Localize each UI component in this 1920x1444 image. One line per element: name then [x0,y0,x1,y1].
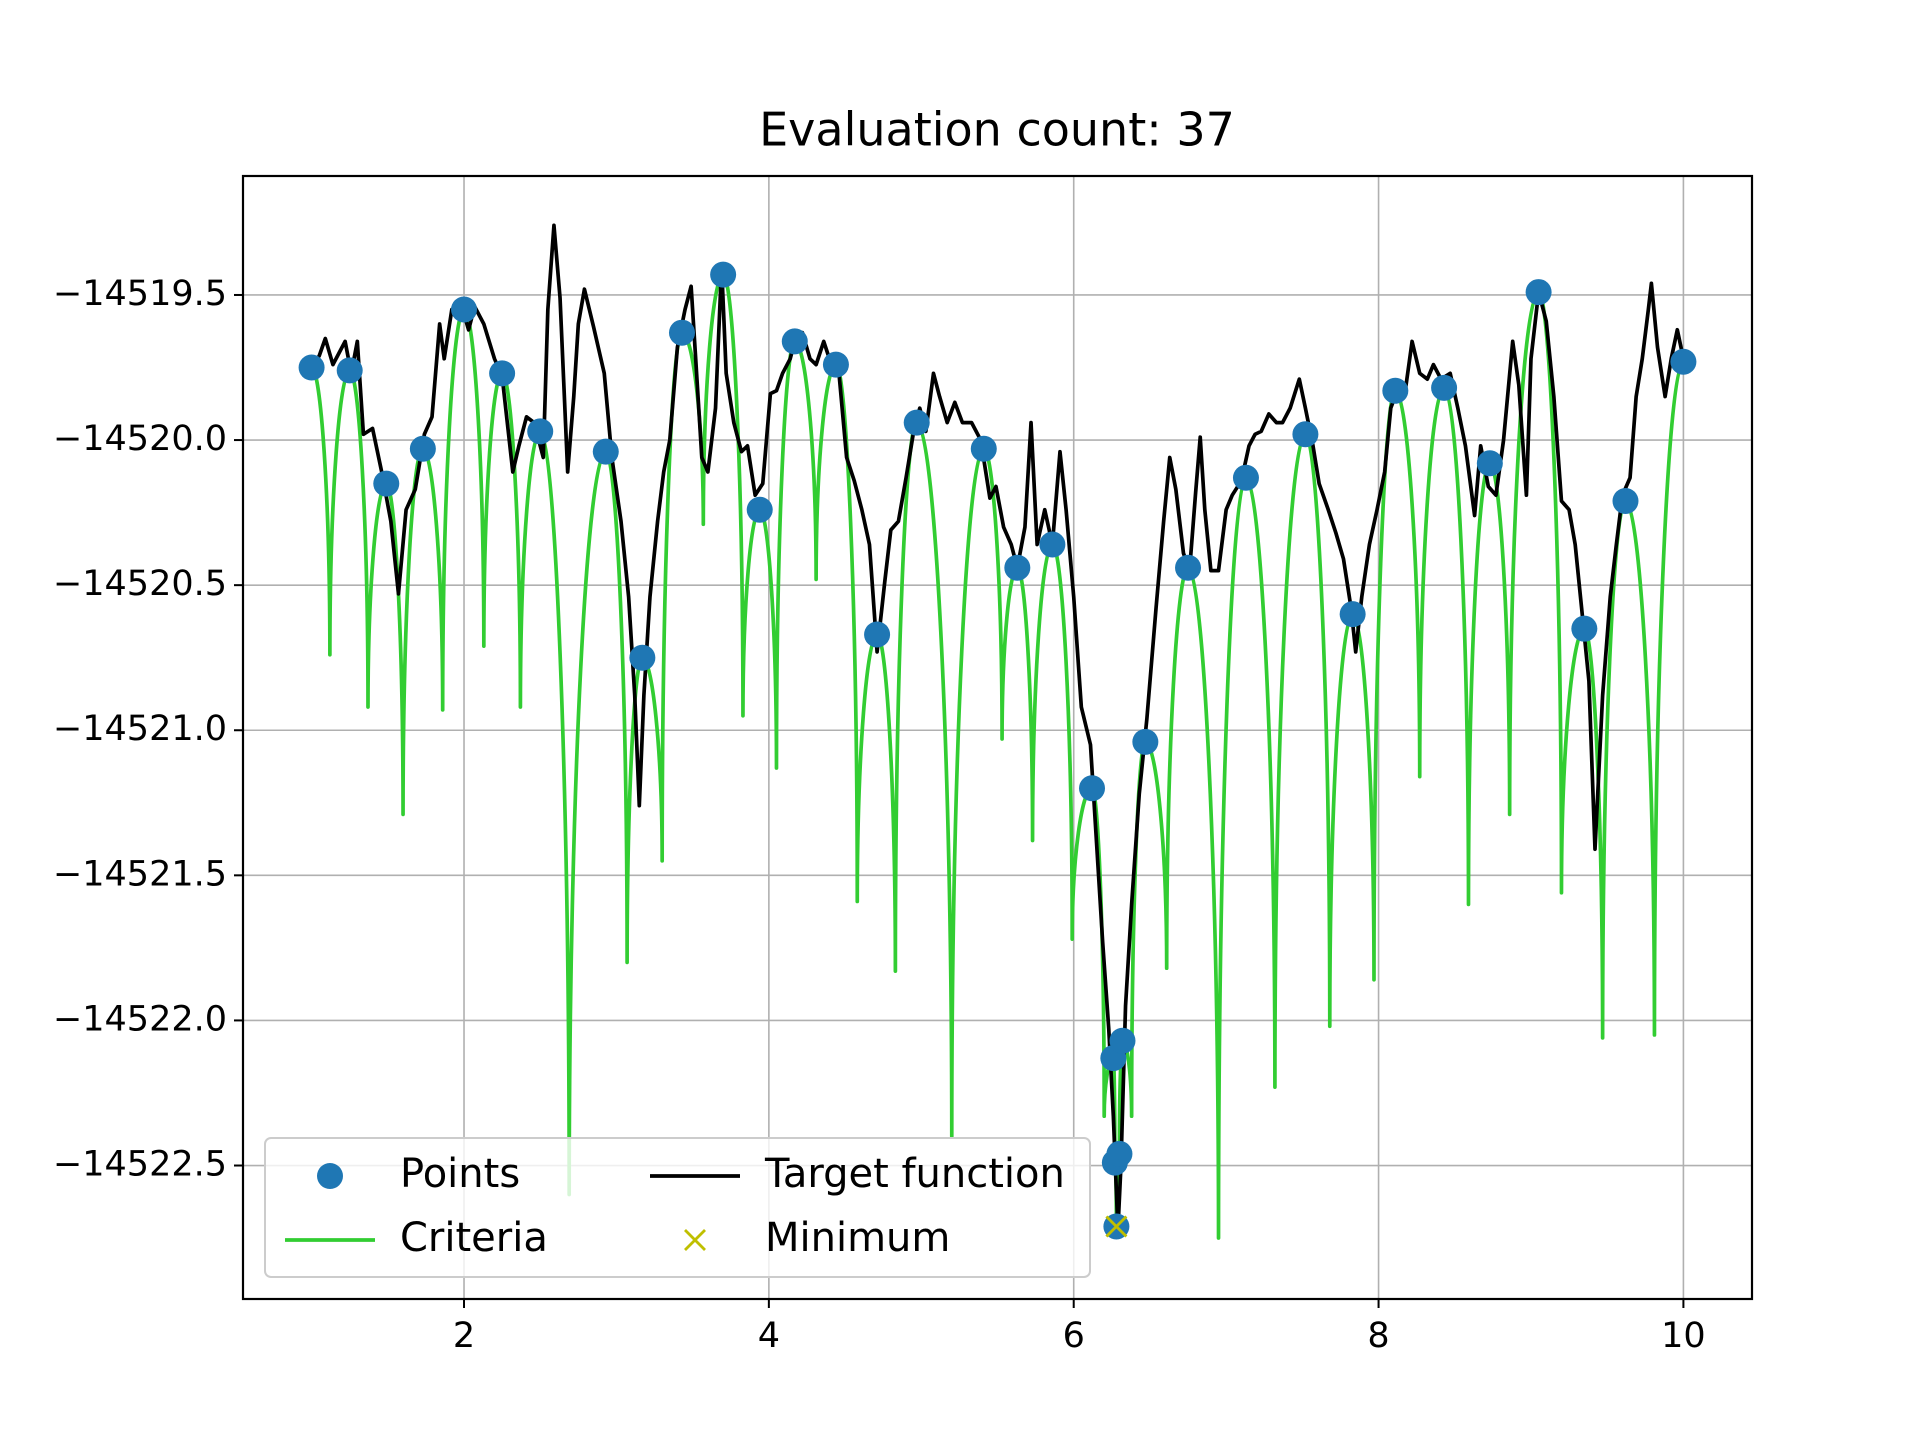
x-tick-label: 8 [1367,1316,1389,1356]
point [1132,728,1159,755]
legend-swatch [317,1163,343,1189]
y-tick-label: −14521.5 [53,854,227,894]
point [1106,1140,1133,1167]
x-tick-label: 10 [1661,1316,1706,1356]
point [864,621,891,648]
point [781,328,808,355]
point [629,644,656,671]
point [1232,464,1259,491]
point [1525,279,1552,306]
point [746,496,773,523]
point [668,319,695,346]
point [903,409,930,436]
point [1039,531,1066,558]
grid [243,176,1752,1299]
y-tick-label: −14522.0 [53,999,227,1039]
legend-label: Criteria [400,1215,548,1261]
point [1109,1027,1136,1054]
point [1382,377,1409,404]
legend-label: Minimum [765,1215,950,1261]
point [710,261,737,288]
point [1612,488,1639,515]
point [451,296,478,323]
point [1571,615,1598,642]
point [1175,554,1202,581]
legend-label: Target function [764,1151,1065,1197]
point [409,435,436,462]
point [527,418,554,445]
point [1339,601,1366,628]
minimum-marker [1105,1215,1128,1238]
x-tick-label: 4 [758,1316,780,1356]
point [1670,348,1697,375]
point [1476,450,1503,477]
chart-title: Evaluation count: 37 [759,103,1235,157]
legend-swatch [684,1229,706,1251]
y-tick-label: −14522.5 [53,1145,227,1185]
point [336,357,363,384]
point [592,438,619,465]
x-tick-label: 2 [453,1316,475,1356]
point [1079,775,1106,802]
point [1431,374,1458,401]
point [970,435,997,462]
plot-area [298,223,1697,1240]
point [373,470,400,497]
y-tick-label: −14519.5 [53,274,227,314]
x-tick-label: 6 [1063,1316,1085,1356]
legend-box [264,1137,1091,1278]
axes-frame [241,174,1754,1301]
axes: 2 4 6 8 10 −14519.5 −14520.0 −14520.5 −14521.0 −1… [53,274,1706,1356]
legend-label: Points [400,1151,520,1197]
legend: Points Criteria Target function Minimum [264,1137,1091,1278]
y-tick-label: −14520.5 [53,564,227,604]
y-tick-label: −14520.0 [53,419,227,459]
y-tick-label: −14521.0 [53,709,227,749]
point [298,354,325,381]
point [822,351,849,378]
point [1004,554,1031,581]
point [489,360,516,387]
point [1292,421,1319,448]
